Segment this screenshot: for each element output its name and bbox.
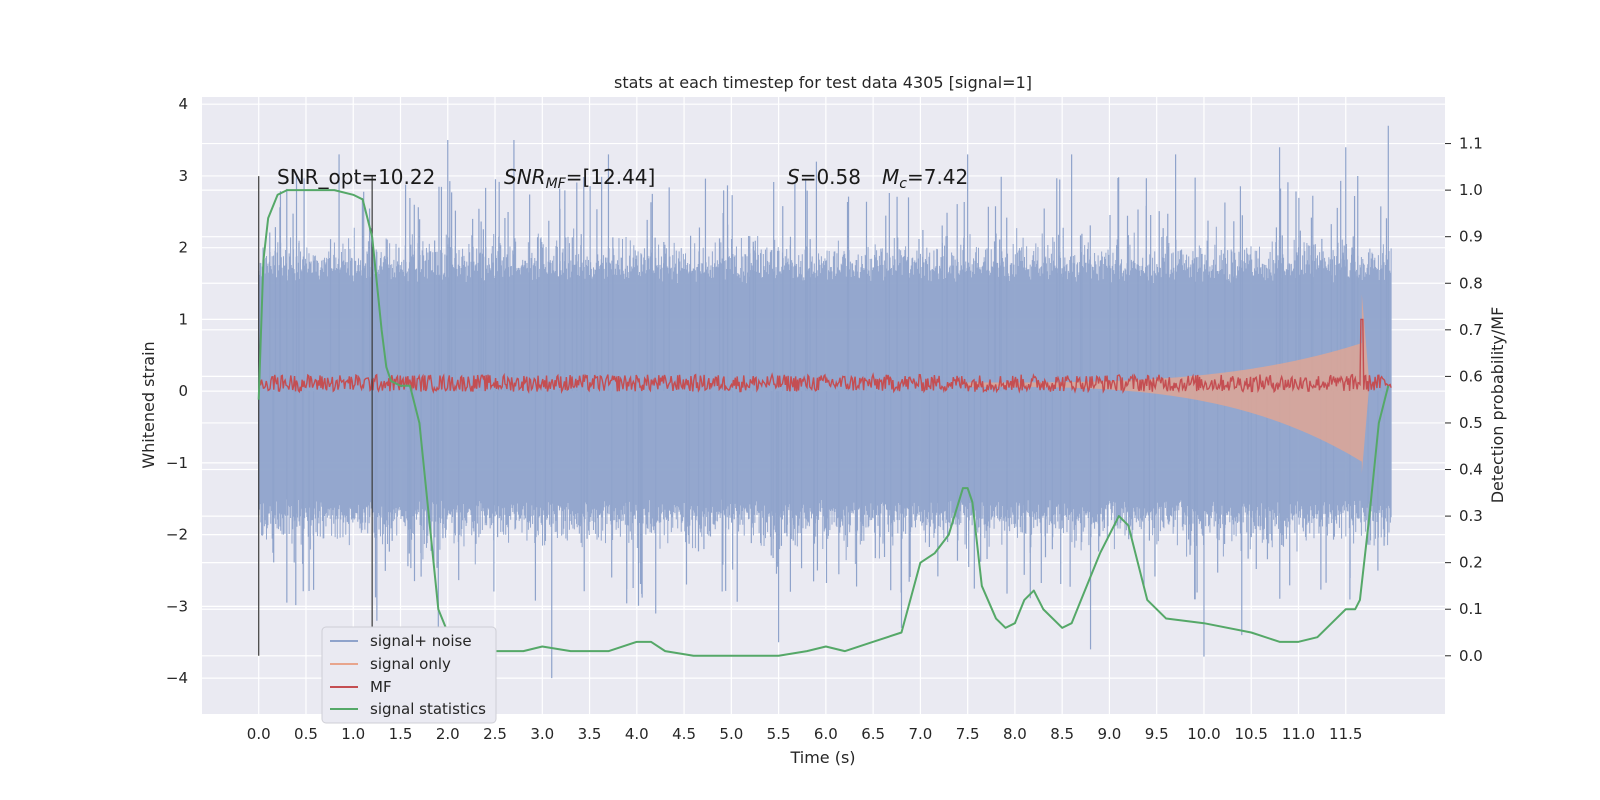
snr-mf-value: =[12.44] (566, 165, 656, 189)
legend-item-mf: MF (330, 678, 392, 696)
x-tick-label: 10.5 (1235, 725, 1268, 743)
y-left-tick-label: −1 (166, 454, 188, 472)
x-axis-label: Time (s) (789, 748, 855, 767)
y-left-tick-label: −3 (166, 597, 188, 615)
legend-item-signal-only: signal only (330, 655, 451, 673)
y-right-tick-label: 1.1 (1459, 135, 1483, 153)
x-tick-label: 7.0 (908, 725, 932, 743)
y-right-tick-label: 1.0 (1459, 181, 1483, 199)
y-right-tick-label: 0.2 (1459, 554, 1483, 572)
legend-item-signal-statistics: signal statistics (330, 700, 486, 718)
y-left-tick-label: 3 (178, 167, 188, 185)
x-tick-label: 5.5 (767, 725, 791, 743)
signal-statistics-line (257, 189, 1390, 657)
snr-opt-annotation: SNR_opt=10.22 (277, 165, 435, 189)
x-tick-label: 6.5 (861, 725, 885, 743)
legend-label-signal-plus-noise: signal+ noise (370, 632, 472, 650)
y-left-axis-ticks: 4 3 2 1 0 −1 −2 −3 −4 (166, 95, 188, 687)
vertical-markers (258, 176, 373, 656)
x-tick-label: 7.5 (956, 725, 980, 743)
x-tick-label: 8.0 (1003, 725, 1027, 743)
x-tick-label: 8.5 (1050, 725, 1074, 743)
x-tick-label: 2.5 (483, 725, 507, 743)
x-tick-label: 2.0 (436, 725, 460, 743)
s-annotation: S=0.58 (787, 165, 861, 189)
signal-plus-noise-spikes (269, 125, 1389, 679)
y-right-tick-label: 0.8 (1459, 274, 1483, 292)
x-tick-label: 4.0 (625, 725, 649, 743)
x-tick-label: 1.5 (389, 725, 413, 743)
x-tick-label: 9.5 (1145, 725, 1169, 743)
mc-subscript: c (899, 176, 907, 192)
mc-symbol: M (882, 165, 899, 189)
x-tick-label: 3.0 (530, 725, 554, 743)
x-tick-label: 10.0 (1187, 725, 1220, 743)
signal-statistics-series (257, 189, 1390, 657)
x-tick-label: 3.5 (578, 725, 602, 743)
snr-mf-symbol: SNR (504, 165, 546, 189)
y-right-tick-label: 0.3 (1459, 507, 1483, 525)
legend-item-signal-plus-noise: signal+ noise (330, 632, 472, 650)
y-right-tick-label: 0.6 (1459, 367, 1483, 385)
plot-area (257, 125, 1392, 679)
x-axis-ticks: 0.0 0.5 1.0 1.5 2.0 2.5 3.0 3.5 4.0 4.5 5.0 5.5 6.0 6… (247, 725, 1363, 743)
x-tick-label: 11.5 (1329, 725, 1362, 743)
snr-mf-subscript: MF (546, 176, 567, 192)
s-symbol: S (787, 165, 800, 189)
legend-label-mf: MF (370, 678, 392, 696)
x-tick-label: 11.0 (1282, 725, 1315, 743)
y-left-tick-label: 1 (178, 310, 188, 328)
s-value: =0.58 (800, 165, 861, 189)
y-right-axis-label: Detection probability/MF (1488, 307, 1507, 504)
legend-label-signal-only: signal only (370, 655, 451, 673)
y-left-axis-label: Whitened strain (139, 341, 158, 468)
y-right-tick-label: 0.5 (1459, 414, 1483, 432)
y-left-tick-label: −2 (166, 526, 188, 544)
y-right-tick-label: 0.0 (1459, 647, 1483, 665)
x-tick-label: 5.0 (719, 725, 743, 743)
legend-box (321, 626, 497, 724)
legend: signal+ noise signal only MF signal stat… (321, 626, 497, 724)
y-right-tick-label: 0.7 (1459, 321, 1483, 339)
y-right-tick-label: 0.4 (1459, 461, 1483, 479)
y-left-tick-label: 4 (178, 95, 188, 113)
mf-series (258, 318, 1392, 395)
snr-mf-annotation: SNRMF=[12.44] (504, 165, 655, 192)
x-tick-label: 0.0 (247, 725, 271, 743)
chart-title: stats at each timestep for test data 430… (614, 73, 1032, 92)
x-tick-label: 4.5 (672, 725, 696, 743)
y-right-tick-label: 0.9 (1459, 228, 1483, 246)
legend-label-signal-statistics: signal statistics (370, 700, 486, 718)
mc-value: =7.42 (907, 165, 968, 189)
x-tick-label: 6.0 (814, 725, 838, 743)
mc-annotation: Mc=7.42 (882, 165, 968, 192)
y-left-tick-label: −4 (166, 669, 188, 687)
x-tick-label: 9.0 (1098, 725, 1122, 743)
x-tick-label: 1.0 (341, 725, 365, 743)
y-right-axis-ticks: 0.0 0.1 0.2 0.3 0.4 0.5 0.6 0.7 0.8 0.9 1.0 1.1 (1445, 135, 1483, 665)
y-right-tick-label: 0.1 (1459, 600, 1483, 618)
x-tick-label: 0.5 (294, 725, 318, 743)
mf-trace (258, 318, 1392, 395)
y-left-tick-label: 0 (178, 382, 188, 400)
y-left-tick-label: 2 (178, 239, 188, 257)
